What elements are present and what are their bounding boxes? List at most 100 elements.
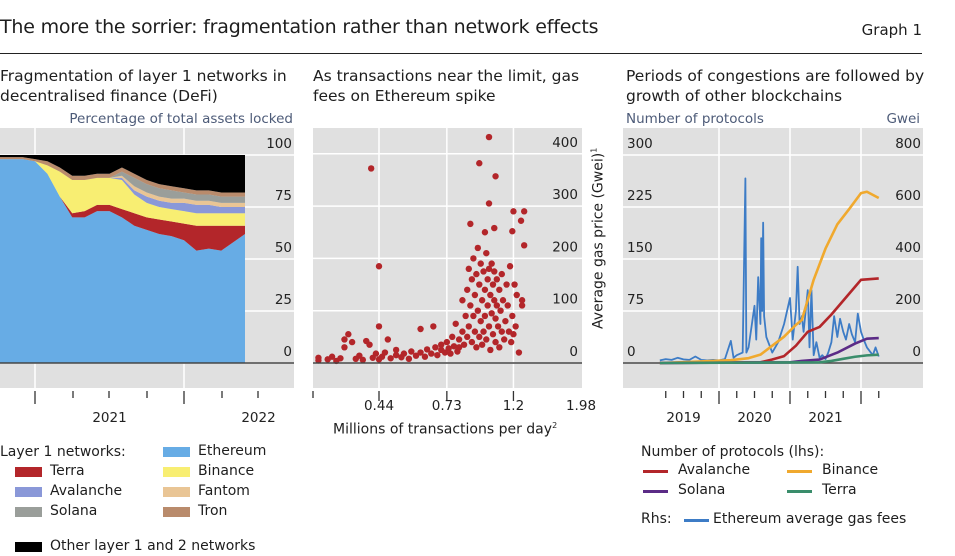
- chart-title: The more the sorrier: fragmentation rath…: [0, 16, 599, 38]
- scatter-point: [488, 310, 495, 317]
- scatter-point: [511, 281, 518, 288]
- legend-label-fantom: Fantom: [198, 483, 250, 499]
- panel3-left-tick-label: 150: [627, 240, 653, 256]
- scatter-point: [450, 343, 458, 350]
- scatter-point: [471, 291, 479, 299]
- scatter-point: [470, 255, 477, 262]
- scatter-point: [510, 331, 517, 338]
- legend-swatch-avalanche: [15, 487, 42, 497]
- panel2-x-axis-title: Millions of transactions per day2: [333, 421, 557, 438]
- scatter-point: [434, 351, 441, 359]
- legend-label-p3_solana: Solana: [678, 482, 726, 498]
- scatter-point: [423, 346, 431, 353]
- scatter-point: [517, 217, 525, 224]
- scatter-point: [478, 297, 486, 304]
- scatter-point: [464, 333, 471, 341]
- scatter-point: [372, 350, 380, 357]
- panel1-stack: [0, 155, 245, 363]
- scatter-point: [489, 281, 497, 288]
- scatter-point: [438, 341, 445, 348]
- panel1-y-unit: Percentage of total assets locked: [69, 111, 293, 127]
- scatter-point: [491, 268, 498, 275]
- panel2-y-tick-label: 100: [552, 292, 578, 308]
- graph-number: Graph 1: [861, 21, 922, 39]
- legend-swatch-binance: [163, 467, 190, 477]
- scatter-point: [510, 208, 517, 215]
- scatter-point: [504, 302, 511, 309]
- scatter-point: [503, 281, 510, 288]
- panel2-x-tick-label: 0.44: [364, 398, 394, 414]
- scatter-point: [493, 276, 501, 283]
- panel3-right-tick-label: 600: [895, 188, 921, 204]
- scatter-point: [449, 333, 456, 341]
- y-axis-footnote: 1: [589, 147, 599, 153]
- scatter-point: [491, 224, 498, 232]
- scatter-point: [441, 349, 449, 356]
- scatter-point: [345, 331, 352, 338]
- scatter-point: [477, 317, 484, 325]
- scatter-point: [381, 349, 389, 356]
- scatter-point: [474, 244, 482, 252]
- scatter-point: [506, 263, 514, 270]
- panel2-y-tick-label: 0: [569, 344, 578, 360]
- legend-label-p3_avalanche: Avalanche: [678, 462, 751, 478]
- panel2-y-tick-label: 300: [552, 187, 578, 203]
- scatter-point: [481, 229, 489, 236]
- scatter-point: [498, 328, 505, 335]
- scatter-point: [455, 344, 463, 351]
- panel3-x-tick-label: 2019: [666, 410, 700, 426]
- area-other: [0, 155, 245, 193]
- scatter-point: [474, 307, 482, 314]
- scatter-point: [488, 260, 495, 267]
- scatter-point: [421, 353, 429, 360]
- scatter-point: [485, 200, 493, 207]
- panel3-left-tick-label: 0: [627, 344, 636, 360]
- scatter-point: [485, 323, 493, 330]
- scatter-point: [443, 338, 451, 346]
- scatter-point: [502, 317, 509, 325]
- scatter-point: [493, 302, 501, 309]
- scatter-point: [497, 307, 504, 314]
- scatter-point: [467, 220, 474, 228]
- panel2-y-tick-label: 400: [552, 135, 578, 151]
- panel2-x-tick-label: 1.98: [566, 398, 596, 414]
- scatter-point: [408, 348, 415, 355]
- scatter-point: [492, 338, 499, 346]
- scatter-point: [520, 242, 528, 249]
- panel1-legend-title: Layer 1 networks:: [0, 444, 126, 460]
- legend-swatch-tron: [163, 507, 190, 517]
- panel3-left-tick-label: 75: [627, 292, 644, 308]
- scatter-point: [341, 336, 348, 343]
- scatter-point: [417, 325, 424, 333]
- line-p3_binance: [659, 190, 880, 365]
- x-axis-title-text: Millions of transactions per day: [333, 421, 553, 438]
- scatter-point: [484, 302, 491, 309]
- panel2-points: [315, 133, 528, 365]
- scatter-point: [487, 291, 494, 299]
- panel3-subtitle: Periods of congestions are followed by g…: [626, 67, 925, 105]
- scatter-point: [477, 260, 484, 267]
- legend-label-p3_terra: Terra: [822, 482, 857, 498]
- legend-label-binance: Binance: [198, 463, 255, 479]
- scatter-point: [483, 336, 490, 343]
- panel3-right-tick-label: 800: [895, 136, 921, 152]
- title-divider: [0, 53, 922, 54]
- scatter-point: [473, 270, 480, 278]
- legend-swatch-ethereum: [163, 447, 190, 457]
- panel3-left-unit: Number of protocols: [626, 111, 764, 127]
- scatter-point: [468, 276, 476, 283]
- line-p3_avalanche: [659, 277, 879, 365]
- scatter-point: [498, 270, 505, 278]
- scatter-point: [515, 349, 523, 356]
- x-axis-footnote: 2: [552, 421, 558, 430]
- scatter-point: [518, 297, 526, 304]
- panel1-x-tick-label: 2021: [92, 410, 126, 426]
- legend-line-p3_ethereum: [684, 519, 709, 522]
- scatter-point: [375, 323, 383, 330]
- scatter-point: [392, 351, 400, 359]
- scatter-point: [491, 297, 498, 304]
- panel3-legend-rhs-title: Rhs:: [641, 511, 672, 527]
- legend-label-p3_ethereum: Ethereum average gas fees: [713, 511, 907, 527]
- scatter-point: [428, 350, 435, 357]
- scatter-point: [496, 286, 503, 293]
